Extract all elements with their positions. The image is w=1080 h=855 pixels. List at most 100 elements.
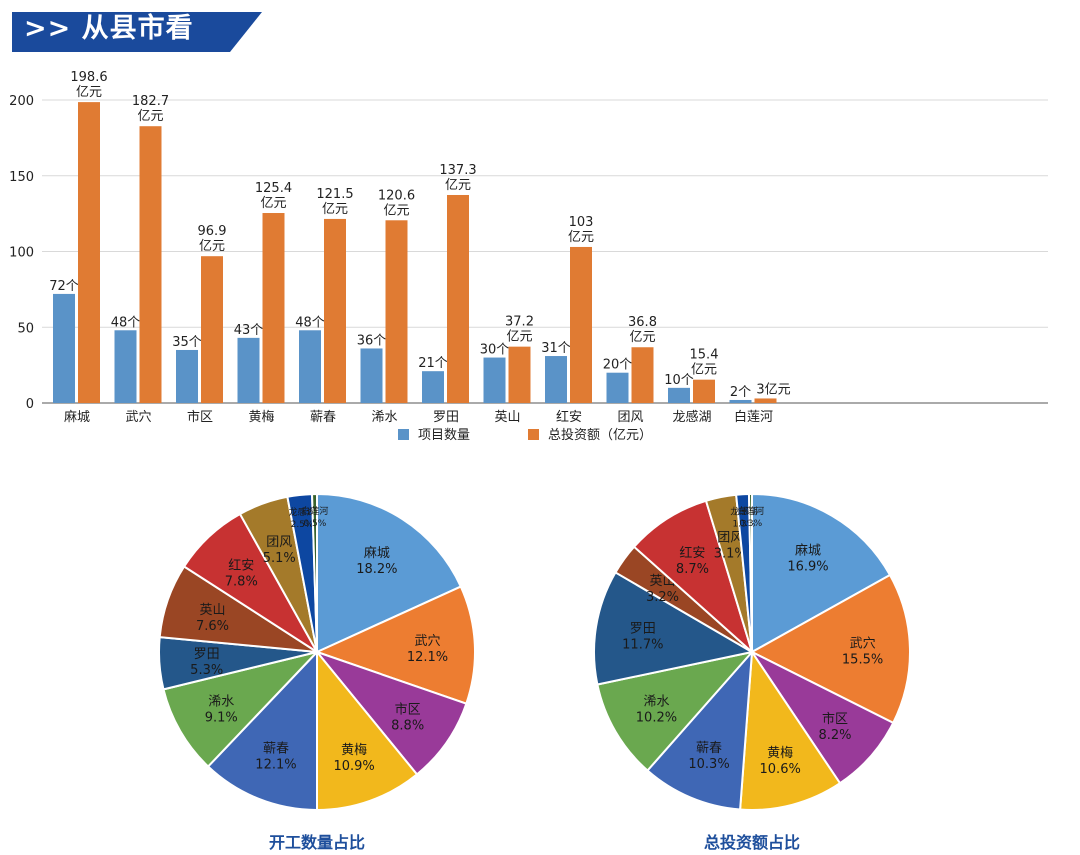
x-tick-label: 红安 [556, 409, 582, 425]
pie-slice-percent: 11.7% [622, 637, 663, 652]
pie-slice [311, 492, 318, 653]
pie-slice-label: 市区 [395, 701, 421, 717]
pie-slice-percent: 10.9% [333, 759, 374, 774]
pie-slice-label: 浠水 [208, 694, 234, 709]
section-banner: >> 从县市看 [0, 0, 270, 52]
data-label-investment-unit: 亿元 [260, 196, 286, 211]
x-tick-label: 团风 [617, 410, 643, 425]
pie-slice [749, 573, 911, 725]
section-title: >> 从县市看 [24, 13, 194, 44]
y-tick-label: 200 [9, 94, 34, 109]
pie-slice-label: 蕲春 [696, 741, 722, 756]
data-label-investment: 137.3 [439, 163, 476, 178]
banner-background [12, 12, 262, 52]
data-label-investment-unit: 亿元 [568, 230, 594, 245]
bar-count [668, 387, 690, 403]
pie-slice-percent: 5.3% [190, 663, 223, 678]
data-label-investment-unit: 亿元 [445, 178, 471, 193]
bar-count [299, 330, 321, 403]
pie-slice-percent: 8.8% [391, 718, 424, 733]
bar-count [176, 349, 198, 403]
pie-slice-percent: 10.3% [688, 757, 729, 772]
data-label-investment-unit: 亿元 [691, 363, 717, 378]
bar-count [483, 357, 506, 403]
bar-investment [754, 398, 777, 403]
banner-shape [12, 12, 262, 52]
pie-slice-label: 红安 [679, 545, 705, 561]
data-label-investment: 15.4 [690, 348, 719, 363]
bar-investment [693, 379, 715, 403]
pie-slice-label: 英山 [199, 603, 225, 618]
pie-slice [316, 649, 419, 812]
data-label-investment-unit: 亿元 [137, 109, 163, 124]
y-tick-label: 50 [17, 321, 34, 336]
bar-chart: 05010015020072个198.6亿元麻城48个182.7亿元武穴35个9… [9, 70, 1048, 443]
pie-slice-label: 蕲春 [263, 742, 289, 757]
data-label-count: 10个 [664, 373, 694, 388]
pie-slice-label: 麻城 [364, 546, 390, 561]
pie-title: 总投资额占比 [704, 833, 800, 852]
pie-slice-percent: 10.6% [760, 762, 801, 777]
pie-slice [313, 649, 468, 776]
data-label-investment-unit: 亿元 [383, 203, 409, 218]
pie-slice-percent: 8.7% [676, 562, 709, 577]
pie-slice [751, 492, 892, 654]
pie-slice [739, 649, 842, 811]
pie-slice [593, 571, 755, 686]
data-label-investment: 37.2 [505, 315, 534, 330]
x-tick-label: 罗田 [433, 410, 459, 425]
data-label-investment: 121.5 [316, 187, 353, 202]
pie-slice [316, 492, 463, 654]
pie-title: 开工数量占比 [269, 833, 365, 852]
x-tick-label: 武穴 [125, 410, 151, 425]
bar-investment [324, 218, 346, 403]
pie-slice-label: 白莲河 [737, 505, 764, 517]
pie-slice-percent: 8.2% [818, 728, 851, 743]
data-label-investment-unit: 亿元 [76, 85, 102, 100]
bar-count [114, 330, 137, 403]
pie-slice [206, 649, 318, 812]
pie-slice-percent: 7.6% [196, 619, 229, 634]
bar-investment [570, 246, 592, 403]
data-label-count: 36个 [357, 333, 387, 348]
pie-slice [748, 492, 753, 653]
x-tick-label: 蕲春 [310, 410, 336, 425]
data-label-count: 2个 [730, 385, 751, 400]
data-label-count: 48个 [111, 315, 141, 330]
pie-slice-label: 红安 [228, 557, 254, 573]
data-label-investment: 198.6 [70, 70, 107, 85]
pie-slice-percent: 12.1% [255, 758, 296, 773]
data-label-investment: 120.6 [378, 188, 415, 203]
pie-slice [314, 585, 476, 705]
data-label-count: 21个 [418, 356, 448, 371]
pie-slice-label: 罗田 [630, 621, 656, 636]
pie-slice-percent: 16.9% [787, 560, 828, 575]
x-tick-label: 英山 [494, 410, 520, 425]
bar-investment [78, 102, 100, 403]
pie-slice-percent: 9.1% [205, 710, 238, 725]
pie-slice-percent: 18.2% [356, 562, 397, 577]
x-tick-label: 黄梅 [248, 410, 274, 425]
data-label-investment: 125.4 [255, 181, 292, 196]
pie-slice-percent: 3.2% [646, 590, 679, 605]
data-label-investment: 36.8 [628, 315, 657, 330]
bar-count [729, 399, 752, 403]
pie-chart-count: 麻城18.2%武穴12.1%市区8.8%黄梅10.9%蕲春12.1%浠水9.1%… [158, 492, 476, 852]
pie-slice-percent: 15.5% [842, 653, 883, 668]
pie-slice-label: 黄梅 [767, 746, 793, 761]
pie-slice-label: 浠水 [643, 695, 669, 710]
pie-slice-percent: 5.1% [263, 551, 296, 566]
bar-investment [201, 256, 223, 403]
data-label-investment: 96.9 [198, 224, 227, 239]
y-tick-label: 150 [9, 170, 34, 185]
data-label-count: 35个 [172, 335, 202, 350]
pie-slice-label: 罗田 [194, 647, 220, 662]
bar-investment [508, 346, 531, 403]
bar-investment [631, 347, 654, 403]
pie-slice-label: 团风 [717, 531, 743, 546]
pie-slice-percent: 0.3% [739, 519, 762, 529]
bar-count [606, 372, 629, 403]
pie-slice-percent: 10.2% [636, 711, 677, 726]
x-tick-label: 浠水 [371, 410, 397, 425]
